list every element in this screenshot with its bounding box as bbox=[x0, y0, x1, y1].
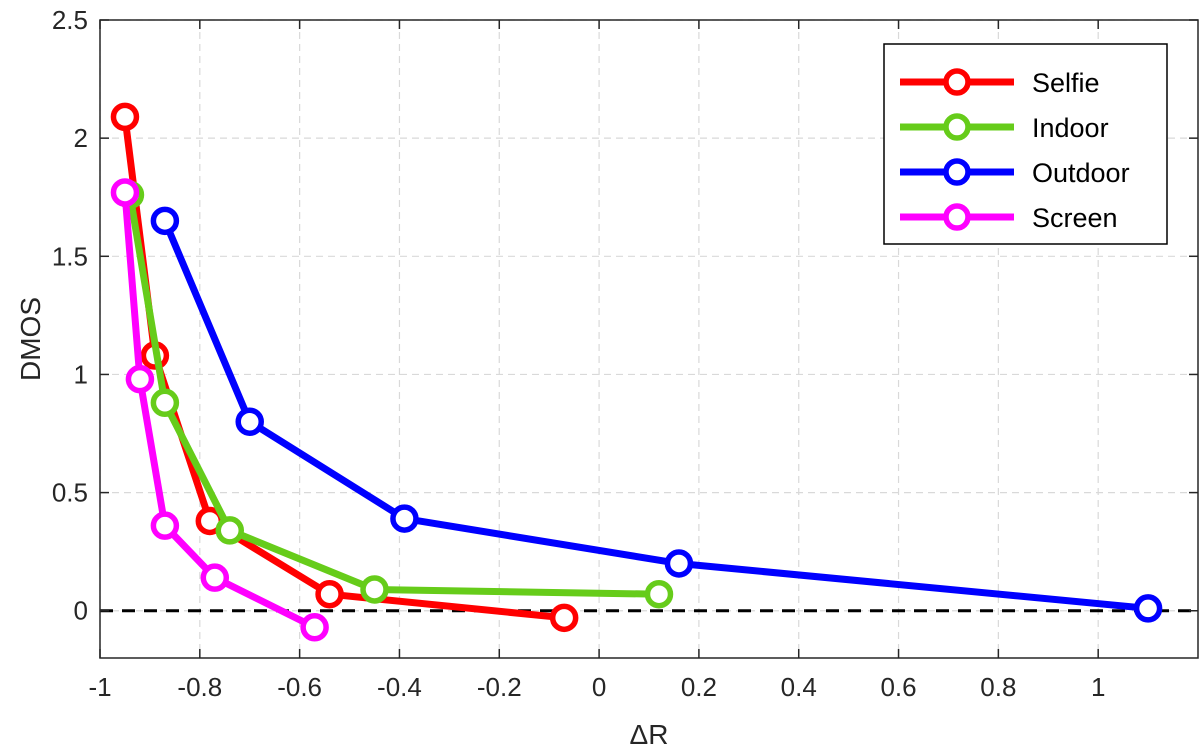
legend-swatch-marker bbox=[943, 113, 971, 141]
x-axis-label: ΔR bbox=[630, 719, 669, 750]
data-point-selfie bbox=[110, 102, 140, 132]
legend-label: Indoor bbox=[1032, 113, 1109, 143]
legend-item-outdoor: Outdoor bbox=[900, 158, 1130, 188]
y-tick-label: 2.5 bbox=[52, 5, 88, 35]
legend-box bbox=[883, 43, 1168, 245]
data-point-indoor bbox=[644, 579, 674, 609]
x-tick-label: -0.2 bbox=[477, 672, 522, 702]
series-line-selfie bbox=[121, 113, 568, 622]
y-tick-label: 0.5 bbox=[52, 478, 88, 508]
legend-item-screen: Screen bbox=[900, 203, 1118, 233]
data-point-outdoor bbox=[150, 206, 180, 236]
data-point-outdoor bbox=[1133, 594, 1163, 623]
data-point-screen bbox=[125, 364, 155, 394]
series-selfie bbox=[110, 102, 579, 633]
y-axis-label: DMOS bbox=[15, 297, 46, 381]
x-tick-label: 1 bbox=[1091, 672, 1105, 702]
series-screen bbox=[110, 178, 329, 642]
x-tick-label: -0.6 bbox=[277, 672, 322, 702]
x-tick-label: -1 bbox=[88, 672, 111, 702]
data-point-outdoor bbox=[390, 504, 419, 533]
data-point-selfie bbox=[315, 579, 344, 609]
data-point-screen bbox=[300, 613, 329, 642]
legend-label: Selfie bbox=[1032, 68, 1100, 98]
legend-swatch-marker bbox=[943, 203, 971, 231]
plot-frame bbox=[99, 19, 1199, 659]
legend-swatch-marker bbox=[943, 158, 971, 186]
x-tick-label: 0.6 bbox=[880, 672, 916, 702]
y-tick-label: 1.5 bbox=[52, 241, 88, 271]
legend-item-indoor: Indoor bbox=[900, 113, 1109, 143]
legend-item-selfie: Selfie bbox=[900, 68, 1100, 98]
x-tick-label: 0.4 bbox=[781, 672, 817, 702]
data-point-indoor bbox=[215, 516, 245, 545]
data-point-screen bbox=[150, 511, 180, 540]
legend-swatch-marker bbox=[943, 68, 971, 96]
legend: Selfie Indoor Outdoor Screen bbox=[883, 43, 1168, 245]
data-point-indoor bbox=[360, 575, 389, 604]
x-tick-label: -0.4 bbox=[377, 672, 422, 702]
data-point-selfie bbox=[549, 603, 579, 633]
data-point-outdoor bbox=[235, 407, 264, 436]
legend-label: Outdoor bbox=[1032, 158, 1130, 188]
data-point-indoor bbox=[150, 388, 180, 418]
data-point-outdoor bbox=[664, 549, 694, 578]
x-tick-label: -0.8 bbox=[177, 672, 222, 702]
y-tick-label: 0 bbox=[74, 596, 88, 626]
series-outdoor bbox=[150, 206, 1163, 623]
y-tick-label: 2 bbox=[74, 123, 88, 153]
series-line-outdoor bbox=[161, 217, 1152, 612]
series-group bbox=[110, 102, 1163, 642]
y-tick-label: 1 bbox=[74, 359, 88, 389]
x-tick-label: 0.2 bbox=[681, 672, 717, 702]
data-point-screen bbox=[200, 563, 230, 592]
x-tick-label: 0.8 bbox=[980, 672, 1016, 702]
series-indoor bbox=[115, 180, 674, 609]
legend-label: Screen bbox=[1032, 203, 1118, 233]
x-tick-label: 0 bbox=[592, 672, 606, 702]
ticks: -1 -0.8 -0.6 -0.4 -0.2 0 0.2 0.4 0.6 0.8 1 0 0.5 1 1.5… bbox=[52, 5, 1198, 702]
data-point-screen bbox=[110, 178, 140, 207]
